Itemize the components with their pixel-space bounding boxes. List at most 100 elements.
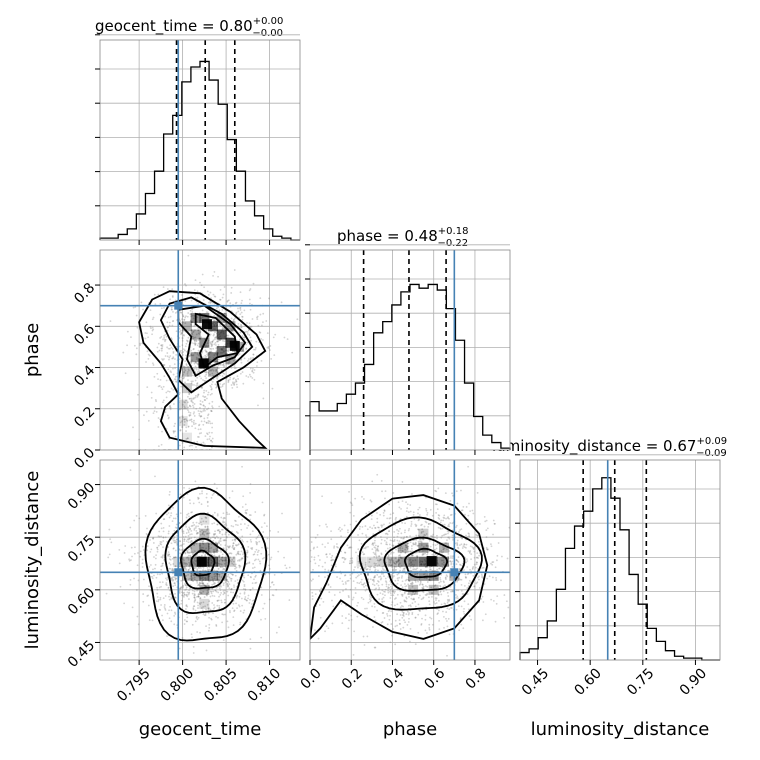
sample-point xyxy=(384,490,387,492)
sample-point xyxy=(225,531,228,534)
sample-point xyxy=(327,627,330,630)
sample-point xyxy=(350,618,353,621)
sample-point xyxy=(414,573,417,575)
sample-point xyxy=(242,611,245,614)
sample-point xyxy=(425,545,428,547)
sample-point xyxy=(199,521,202,524)
sample-point xyxy=(225,536,228,539)
sample-point xyxy=(266,537,269,540)
sample-point xyxy=(411,493,413,495)
sample-point xyxy=(168,356,171,359)
sample-point xyxy=(229,376,232,379)
sample-point xyxy=(369,595,371,598)
sample-point xyxy=(424,552,426,555)
sample-point xyxy=(187,254,190,257)
sample-point xyxy=(389,559,392,562)
sample-point xyxy=(406,610,409,613)
sample-point xyxy=(246,551,249,554)
sample-point xyxy=(220,551,222,553)
sample-point xyxy=(492,533,494,536)
x-tick-label: 0.8 xyxy=(463,665,490,692)
sample-point xyxy=(203,396,206,399)
sample-point xyxy=(181,420,183,423)
sample-point xyxy=(203,391,205,394)
sample-point xyxy=(237,552,240,555)
sample-point xyxy=(235,566,238,569)
sample-point xyxy=(194,351,197,354)
sample-point xyxy=(335,543,338,545)
sample-point xyxy=(366,568,369,570)
sample-point xyxy=(397,563,400,566)
sample-point xyxy=(168,493,171,496)
sample-point xyxy=(262,339,264,341)
sample-point xyxy=(415,568,417,571)
sample-point xyxy=(466,573,469,576)
sample-point xyxy=(187,541,190,544)
sample-point xyxy=(465,534,467,537)
sample-point xyxy=(171,320,174,323)
sample-point xyxy=(373,524,375,527)
sample-point xyxy=(185,594,188,597)
sample-point xyxy=(405,600,408,603)
sample-point xyxy=(254,511,257,513)
sample-point xyxy=(207,414,209,417)
sample-point xyxy=(146,545,149,547)
sample-point xyxy=(155,512,158,515)
title-luminosity-distance: luminosity_distance = 0.67+0.09 −0.09 xyxy=(492,436,727,459)
sample-point xyxy=(221,383,224,386)
x-tick-label: 0.2 xyxy=(339,665,366,692)
sample-point xyxy=(407,542,410,545)
sample-point xyxy=(167,530,170,533)
sample-point xyxy=(488,575,491,578)
sample-point xyxy=(450,513,453,516)
sample-point xyxy=(331,554,334,557)
sample-point xyxy=(216,366,219,369)
sample-point xyxy=(189,533,191,536)
sample-point xyxy=(440,573,443,576)
sample-point xyxy=(403,619,406,622)
sample-point xyxy=(194,563,197,566)
sample-point xyxy=(215,344,217,346)
sample-point xyxy=(468,615,471,617)
sample-point xyxy=(178,345,181,348)
sample-point xyxy=(350,546,353,549)
sample-point xyxy=(182,315,185,317)
sample-point xyxy=(342,589,344,592)
sample-point xyxy=(186,401,189,404)
sample-point xyxy=(198,591,201,594)
sample-point xyxy=(401,595,404,597)
sample-point xyxy=(418,609,421,612)
sample-point xyxy=(192,608,195,611)
sample-point xyxy=(161,619,164,622)
sample-point xyxy=(409,510,412,513)
sample-point xyxy=(371,605,374,608)
sample-point xyxy=(410,594,413,597)
sample-point xyxy=(319,590,321,593)
sample-point xyxy=(232,381,234,384)
sample-point xyxy=(228,552,231,555)
sample-point xyxy=(197,436,199,438)
sample-point xyxy=(425,521,428,524)
sample-point xyxy=(233,548,235,551)
sample-point xyxy=(403,635,406,638)
sample-point xyxy=(195,521,198,524)
sample-point xyxy=(468,579,471,582)
sample-point xyxy=(434,544,437,547)
sample-point xyxy=(195,333,198,336)
sample-point xyxy=(186,549,189,552)
sample-point xyxy=(456,539,459,542)
sample-point xyxy=(404,522,406,525)
sample-point xyxy=(198,522,200,525)
sample-point xyxy=(215,386,218,388)
sample-point xyxy=(425,577,428,580)
sample-point xyxy=(191,335,194,338)
sample-point xyxy=(167,390,169,393)
sample-point xyxy=(166,321,169,324)
sample-point xyxy=(261,501,264,504)
sample-point xyxy=(390,594,393,597)
sample-point xyxy=(204,530,207,533)
sample-point xyxy=(168,405,171,408)
sample-point xyxy=(206,528,209,530)
sample-point xyxy=(404,552,407,554)
y-tick-label: 0.45 xyxy=(65,637,98,670)
